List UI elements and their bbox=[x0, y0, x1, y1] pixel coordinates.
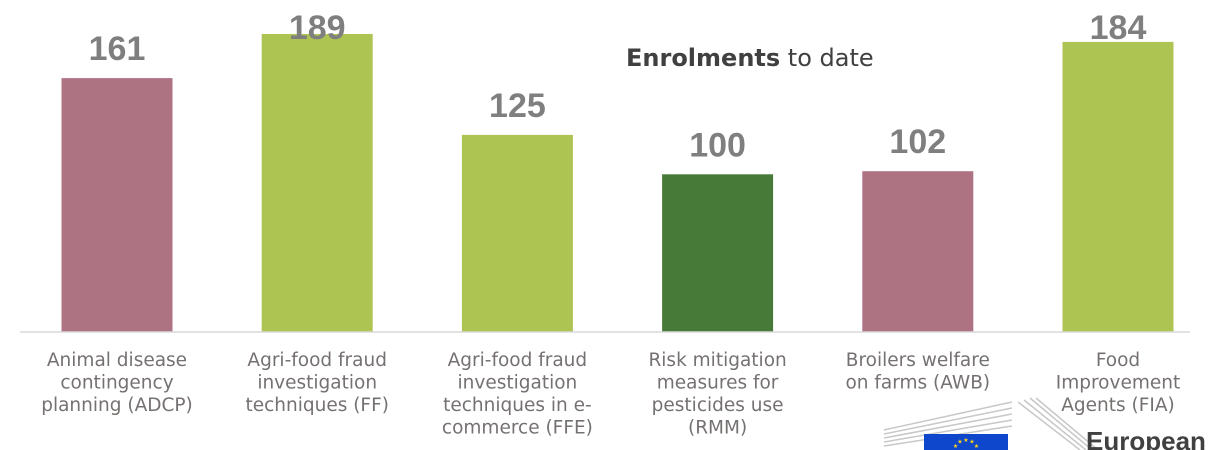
eu-flag-stars: ★★ ★ ★★ bbox=[953, 437, 979, 450]
category-label-line: Food bbox=[1096, 350, 1140, 371]
category-label-line: contingency bbox=[60, 373, 173, 394]
value-label-4: 102 bbox=[889, 123, 946, 161]
category-labels-group: Animal disease contingency planning (ADCP)… bbox=[41, 350, 1180, 439]
category-label-line: measures for bbox=[657, 373, 779, 394]
category-label-3: Risk mitigation measures for pesticides us… bbox=[648, 350, 786, 439]
value-label-1: 189 bbox=[289, 9, 346, 47]
bar-1 bbox=[261, 34, 373, 332]
eu-star-icon: ★ bbox=[969, 439, 974, 446]
category-label-line: investigation bbox=[458, 373, 578, 394]
value-label-5: 184 bbox=[1090, 9, 1147, 47]
chart-title-bold: Enrolments bbox=[626, 44, 780, 72]
category-label-line: techniques (FF) bbox=[245, 395, 388, 416]
eu-logo-text: European bbox=[1086, 426, 1206, 450]
bar-3 bbox=[662, 174, 774, 332]
eu-star-icon: ★ bbox=[953, 443, 958, 450]
chart-title-rest: to date bbox=[780, 44, 873, 72]
chart-title: Enrolments to date bbox=[626, 44, 874, 72]
eu-star-icon: ★ bbox=[963, 437, 968, 444]
bar-0 bbox=[61, 78, 173, 332]
category-label-line: techniques in e- bbox=[443, 395, 592, 416]
category-label-4: Broilers welfare on farms (AWB) bbox=[845, 350, 990, 394]
category-label-line: Risk mitigation bbox=[648, 350, 786, 371]
category-label-line: Animal disease bbox=[47, 350, 187, 371]
bar-2 bbox=[461, 134, 573, 332]
value-labels-group: 161 189 125 100 102 184 bbox=[89, 9, 1147, 164]
category-label-line: on farms (AWB) bbox=[845, 373, 990, 394]
category-label-line: (RMM) bbox=[688, 418, 747, 439]
category-label-line: planning (ADCP) bbox=[41, 395, 193, 416]
eu-flag bbox=[924, 434, 1008, 450]
category-label-line: Agri-food fraud bbox=[448, 350, 588, 371]
eu-star-icon: ★ bbox=[974, 443, 979, 450]
category-label-1: Agri-food fraud investigation techniques (… bbox=[245, 350, 388, 416]
category-label-2: Agri-food fraud investigation techniques i… bbox=[442, 350, 593, 439]
bar-5 bbox=[1062, 41, 1174, 333]
value-label-3: 100 bbox=[689, 126, 746, 164]
category-label-line: Agents (FIA) bbox=[1061, 395, 1174, 416]
category-label-0: Animal disease contingency planning (ADCP) bbox=[41, 350, 193, 416]
category-label-line: commerce (FFE) bbox=[442, 418, 593, 439]
category-label-line: Improvement bbox=[1056, 373, 1180, 394]
eu-star-icon: ★ bbox=[957, 439, 962, 446]
category-label-5: Food Improvement Agents (FIA) bbox=[1056, 350, 1180, 416]
bar-4 bbox=[862, 171, 974, 332]
category-label-line: Agri-food fraud bbox=[247, 350, 387, 371]
value-label-0: 161 bbox=[89, 30, 146, 68]
bars-group bbox=[61, 34, 1174, 333]
category-label-line: pesticides use bbox=[652, 395, 784, 416]
value-label-2: 125 bbox=[489, 87, 546, 125]
category-label-line: Broilers welfare bbox=[846, 350, 990, 371]
eu-logo: ★★ ★ ★★ European bbox=[883, 397, 1206, 450]
category-label-line: investigation bbox=[257, 373, 377, 394]
